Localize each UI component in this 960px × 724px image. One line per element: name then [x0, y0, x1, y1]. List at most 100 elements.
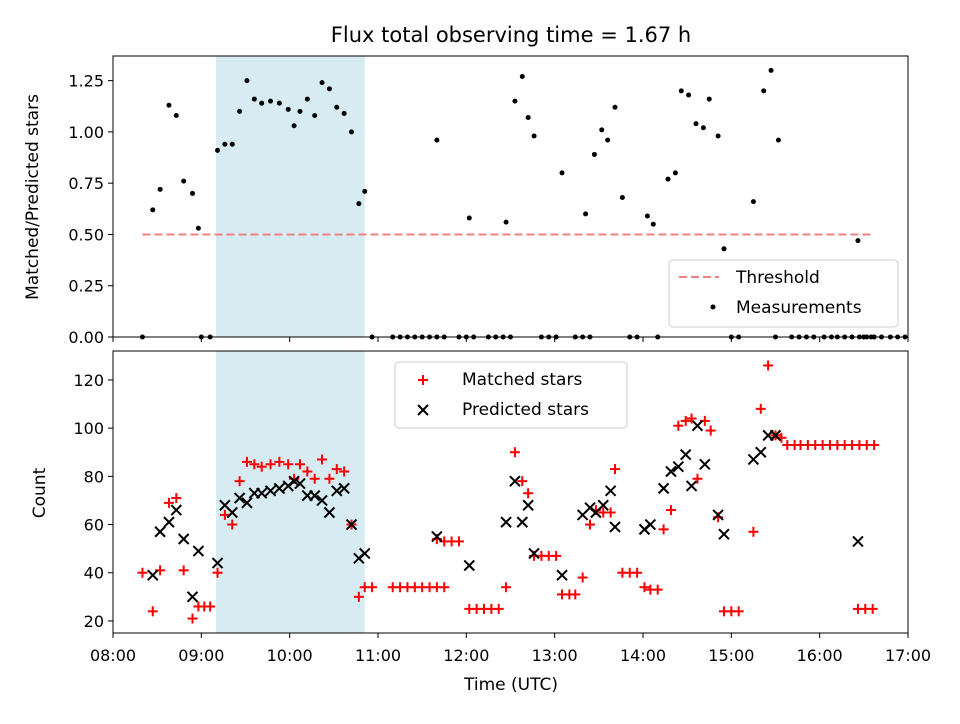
measurement-point	[855, 238, 861, 244]
measurement-point	[285, 106, 291, 112]
matched-star-point	[577, 572, 588, 583]
matched-star-point	[137, 567, 148, 578]
ratio-legend: Threshold Measurements	[668, 259, 899, 328]
count-y-axis-label: Count	[30, 467, 50, 518]
legend-predicted-marker	[417, 404, 429, 416]
measurement-point	[181, 178, 187, 184]
matched-star-point	[673, 420, 684, 431]
matched-star-point	[570, 589, 581, 600]
predicted-star-point	[672, 460, 685, 473]
measurement-point	[150, 207, 156, 213]
predicted-star-point	[170, 504, 183, 516]
measurement-point	[244, 78, 250, 84]
measurement-point	[519, 74, 525, 80]
predicted-star-point	[359, 547, 371, 560]
matched-star-point	[686, 413, 697, 424]
count-x-tick-label: 17:00	[885, 646, 931, 665]
count-panel-frame	[112, 350, 909, 634]
matched-star-point	[605, 507, 616, 518]
matched-star-point	[339, 466, 350, 477]
predicted-star-point	[644, 518, 657, 531]
predicted-star-point	[463, 559, 475, 572]
measurement-point	[721, 246, 727, 252]
predicted-star-point	[163, 516, 175, 528]
measurement-point	[276, 100, 282, 106]
predicted-star-point	[852, 535, 864, 548]
matched-star-point	[658, 524, 669, 535]
matched-star-point	[755, 403, 766, 414]
predicted-star-point	[241, 497, 253, 509]
count-legend: Matched stars Predicted stars	[394, 361, 628, 429]
predicted-star-point	[679, 448, 692, 461]
predicted-star-point	[192, 545, 205, 557]
measurement-point	[665, 176, 671, 182]
ratio-observing-window	[216, 56, 365, 337]
measurement-point	[304, 96, 310, 102]
measurement-point	[700, 125, 706, 131]
predicted-star-point	[308, 489, 321, 502]
measurement-point	[312, 112, 318, 118]
legend-matched-marker	[418, 375, 428, 385]
matched-star-point	[639, 582, 650, 593]
count-x-tick-label: 08:00	[90, 646, 136, 665]
measurement-point	[291, 123, 297, 129]
matched-star-point	[439, 582, 450, 593]
ratio-y-tick-label: 0.50	[68, 225, 104, 244]
legend-matched-swatch	[418, 375, 428, 385]
matched-star-point	[147, 606, 158, 617]
measurement-point	[319, 80, 325, 86]
legend-predicted-swatch	[417, 404, 429, 416]
matched-star-point	[331, 464, 342, 475]
matched-star-point	[163, 497, 174, 508]
measurement-point	[503, 219, 509, 225]
predicted-star-point	[154, 526, 166, 538]
predicted-star-point	[273, 482, 286, 495]
measurement-point	[525, 115, 531, 121]
matched-star-point	[187, 613, 198, 624]
predicted-star-point	[211, 557, 224, 569]
count-x-tick-label: 15:00	[708, 646, 754, 665]
predicted-star-point	[177, 533, 190, 545]
count-y-tick-label: 60	[84, 516, 104, 535]
predicted-star-point	[255, 487, 268, 499]
count-x-tick-label: 09:00	[178, 646, 224, 665]
count-x-tick-label: 13:00	[532, 646, 578, 665]
measurement-point	[222, 141, 228, 147]
measurement-point	[715, 133, 721, 139]
ratio-panel: Flux total observing time = 1.67 h 0.00 0…	[23, 23, 909, 347]
predicted-star-point	[528, 547, 540, 560]
matched-star-point	[453, 536, 464, 547]
measurement-point	[591, 151, 597, 157]
measurement-point	[672, 170, 678, 176]
measurement-point	[583, 211, 589, 217]
matched-star-point	[551, 550, 562, 561]
measurement-point	[251, 96, 257, 102]
measurement-point	[605, 137, 611, 143]
predicted-star-point	[331, 485, 343, 497]
predicted-star-point	[604, 485, 617, 497]
matched-star-point	[748, 526, 759, 537]
measurement-point	[644, 213, 650, 219]
predicted-star-point	[556, 569, 568, 581]
matched-star-point	[274, 456, 285, 467]
predicted-star-point	[288, 475, 300, 487]
predicted-star-point	[226, 506, 238, 519]
measurement-point	[157, 186, 163, 192]
count-observing-window	[216, 351, 365, 633]
measurement-point	[190, 190, 195, 196]
predicted-star-point	[712, 509, 724, 521]
matched-star-point	[309, 473, 320, 484]
measurement-point	[215, 147, 221, 153]
measurement-point	[466, 215, 472, 221]
measurement-point	[512, 98, 518, 104]
matched-star-point	[178, 565, 189, 576]
measurement-point	[341, 110, 347, 116]
predicted-star-point	[699, 458, 711, 470]
predicted-star-point	[264, 485, 277, 497]
ratio-y-tick-label: 1.00	[68, 123, 104, 142]
measurement-point	[237, 108, 243, 114]
measurement-point	[750, 199, 756, 205]
count-x-tick-label: 14:00	[620, 646, 666, 665]
count-y-tick-label: 20	[84, 612, 104, 631]
